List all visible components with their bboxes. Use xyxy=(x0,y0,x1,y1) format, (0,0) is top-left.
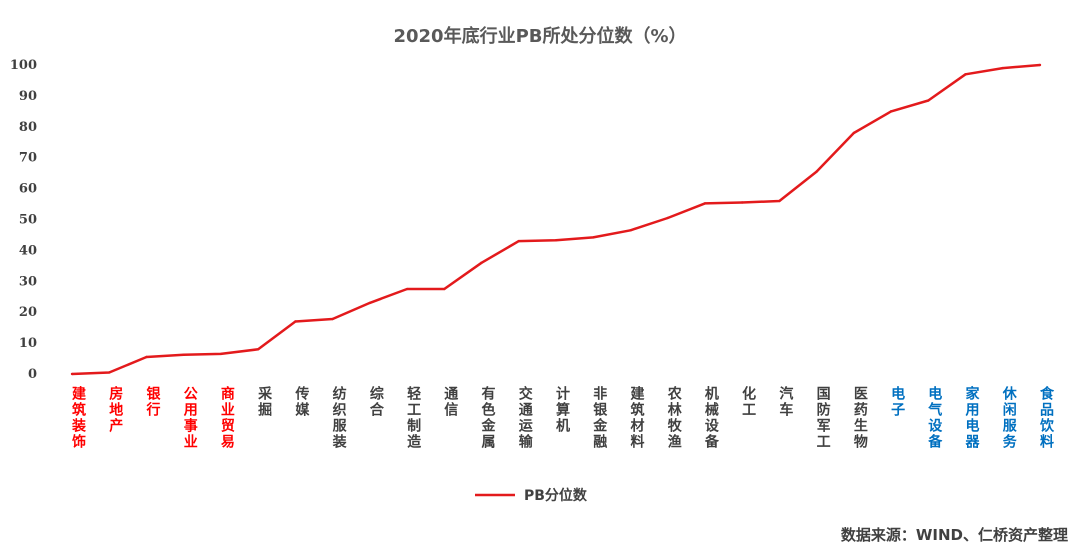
x-tick-label: 有色金属 xyxy=(480,385,497,450)
x-tick-label: 房地产 xyxy=(107,385,123,434)
y-tick-label: 90 xyxy=(19,89,37,104)
x-tick-label: 计算机 xyxy=(554,385,570,434)
source-note: 数据来源：WIND、仁桥资产整理 xyxy=(841,526,1068,544)
y-axis: 0 10 20 30 40 50 60 70 80 90 100 xyxy=(10,58,37,382)
plot-area xyxy=(70,63,1042,376)
x-tick-label: 通信 xyxy=(442,386,458,418)
data-point xyxy=(629,229,632,232)
x-tick-label: 轻工制造 xyxy=(405,385,421,450)
data-point xyxy=(1038,63,1042,67)
x-tick-label: 国防军工 xyxy=(815,386,831,450)
y-tick-label: 70 xyxy=(19,151,37,166)
x-tick-label: 纺织服装 xyxy=(331,385,348,450)
data-point xyxy=(666,216,669,220)
x-tick-label: 传媒 xyxy=(293,385,310,418)
data-point xyxy=(108,371,111,374)
x-tick-label: 食品饮料 xyxy=(1038,385,1055,450)
data-point xyxy=(740,201,744,204)
x-tick-label: 银行 xyxy=(144,385,161,418)
x-tick-label: 交通运输 xyxy=(517,385,533,450)
y-tick-label: 10 xyxy=(19,336,37,351)
data-point xyxy=(256,348,260,351)
data-point xyxy=(1001,66,1004,70)
x-tick-label: 化工 xyxy=(740,385,756,418)
data-point xyxy=(852,131,856,135)
x-tick-label: 家用电器 xyxy=(964,385,981,450)
data-point xyxy=(182,353,185,357)
y-tick-label: 50 xyxy=(19,213,37,228)
y-tick-label: 80 xyxy=(19,120,37,135)
data-point xyxy=(443,287,446,291)
data-point xyxy=(70,372,74,376)
x-tick-label: 医药生物 xyxy=(852,386,868,450)
data-point xyxy=(964,73,967,76)
data-point xyxy=(145,355,148,359)
data-point xyxy=(554,239,558,242)
data-point xyxy=(405,287,409,291)
x-tick-label: 休闲服务 xyxy=(1001,385,1018,450)
series-line-0 xyxy=(71,63,1041,376)
x-axis: 建筑装饰 房地产 银行 公用事业 商业贸易 采掘 传媒 纺织服装 综合 轻工制造 通信 有色金属 交通运… xyxy=(70,385,1055,450)
data-point xyxy=(815,170,818,173)
x-tick-label: 机械设备 xyxy=(703,385,720,450)
y-tick-label: 40 xyxy=(19,243,37,258)
x-tick-label: 综合 xyxy=(368,385,384,418)
data-point xyxy=(592,236,595,239)
data-point xyxy=(703,202,707,205)
y-tick-label: 20 xyxy=(19,305,37,320)
x-tick-label: 建筑装饰 xyxy=(70,385,87,450)
y-tick-label: 100 xyxy=(10,58,37,73)
x-tick-label: 电子 xyxy=(889,385,905,418)
data-point xyxy=(368,301,372,305)
data-point xyxy=(331,317,334,321)
data-point xyxy=(517,239,520,243)
legend: PB分位数 xyxy=(475,487,588,504)
y-tick-label: 60 xyxy=(19,182,37,197)
chart-title: 2020年底行业PB所处分位数（%） xyxy=(393,25,686,47)
data-point xyxy=(927,99,930,102)
x-tick-label: 非银金融 xyxy=(591,385,608,450)
x-tick-label: 汽车 xyxy=(777,385,793,418)
x-tick-label: 商业贸易 xyxy=(219,385,235,450)
data-point xyxy=(480,261,483,264)
y-tick-label: 0 xyxy=(28,367,37,382)
x-tick-label: 农林牧渔 xyxy=(666,385,683,450)
x-tick-label: 电气设备 xyxy=(926,385,943,450)
x-tick-label: 建筑材料 xyxy=(628,385,644,450)
data-point xyxy=(219,352,223,356)
data-point xyxy=(294,320,297,323)
x-tick-label: 采掘 xyxy=(256,385,273,418)
legend-label: PB分位数 xyxy=(524,487,588,504)
x-tick-label: 公用事业 xyxy=(182,386,198,450)
y-tick-label: 30 xyxy=(19,274,37,289)
data-point xyxy=(889,110,893,113)
data-point xyxy=(778,199,781,203)
